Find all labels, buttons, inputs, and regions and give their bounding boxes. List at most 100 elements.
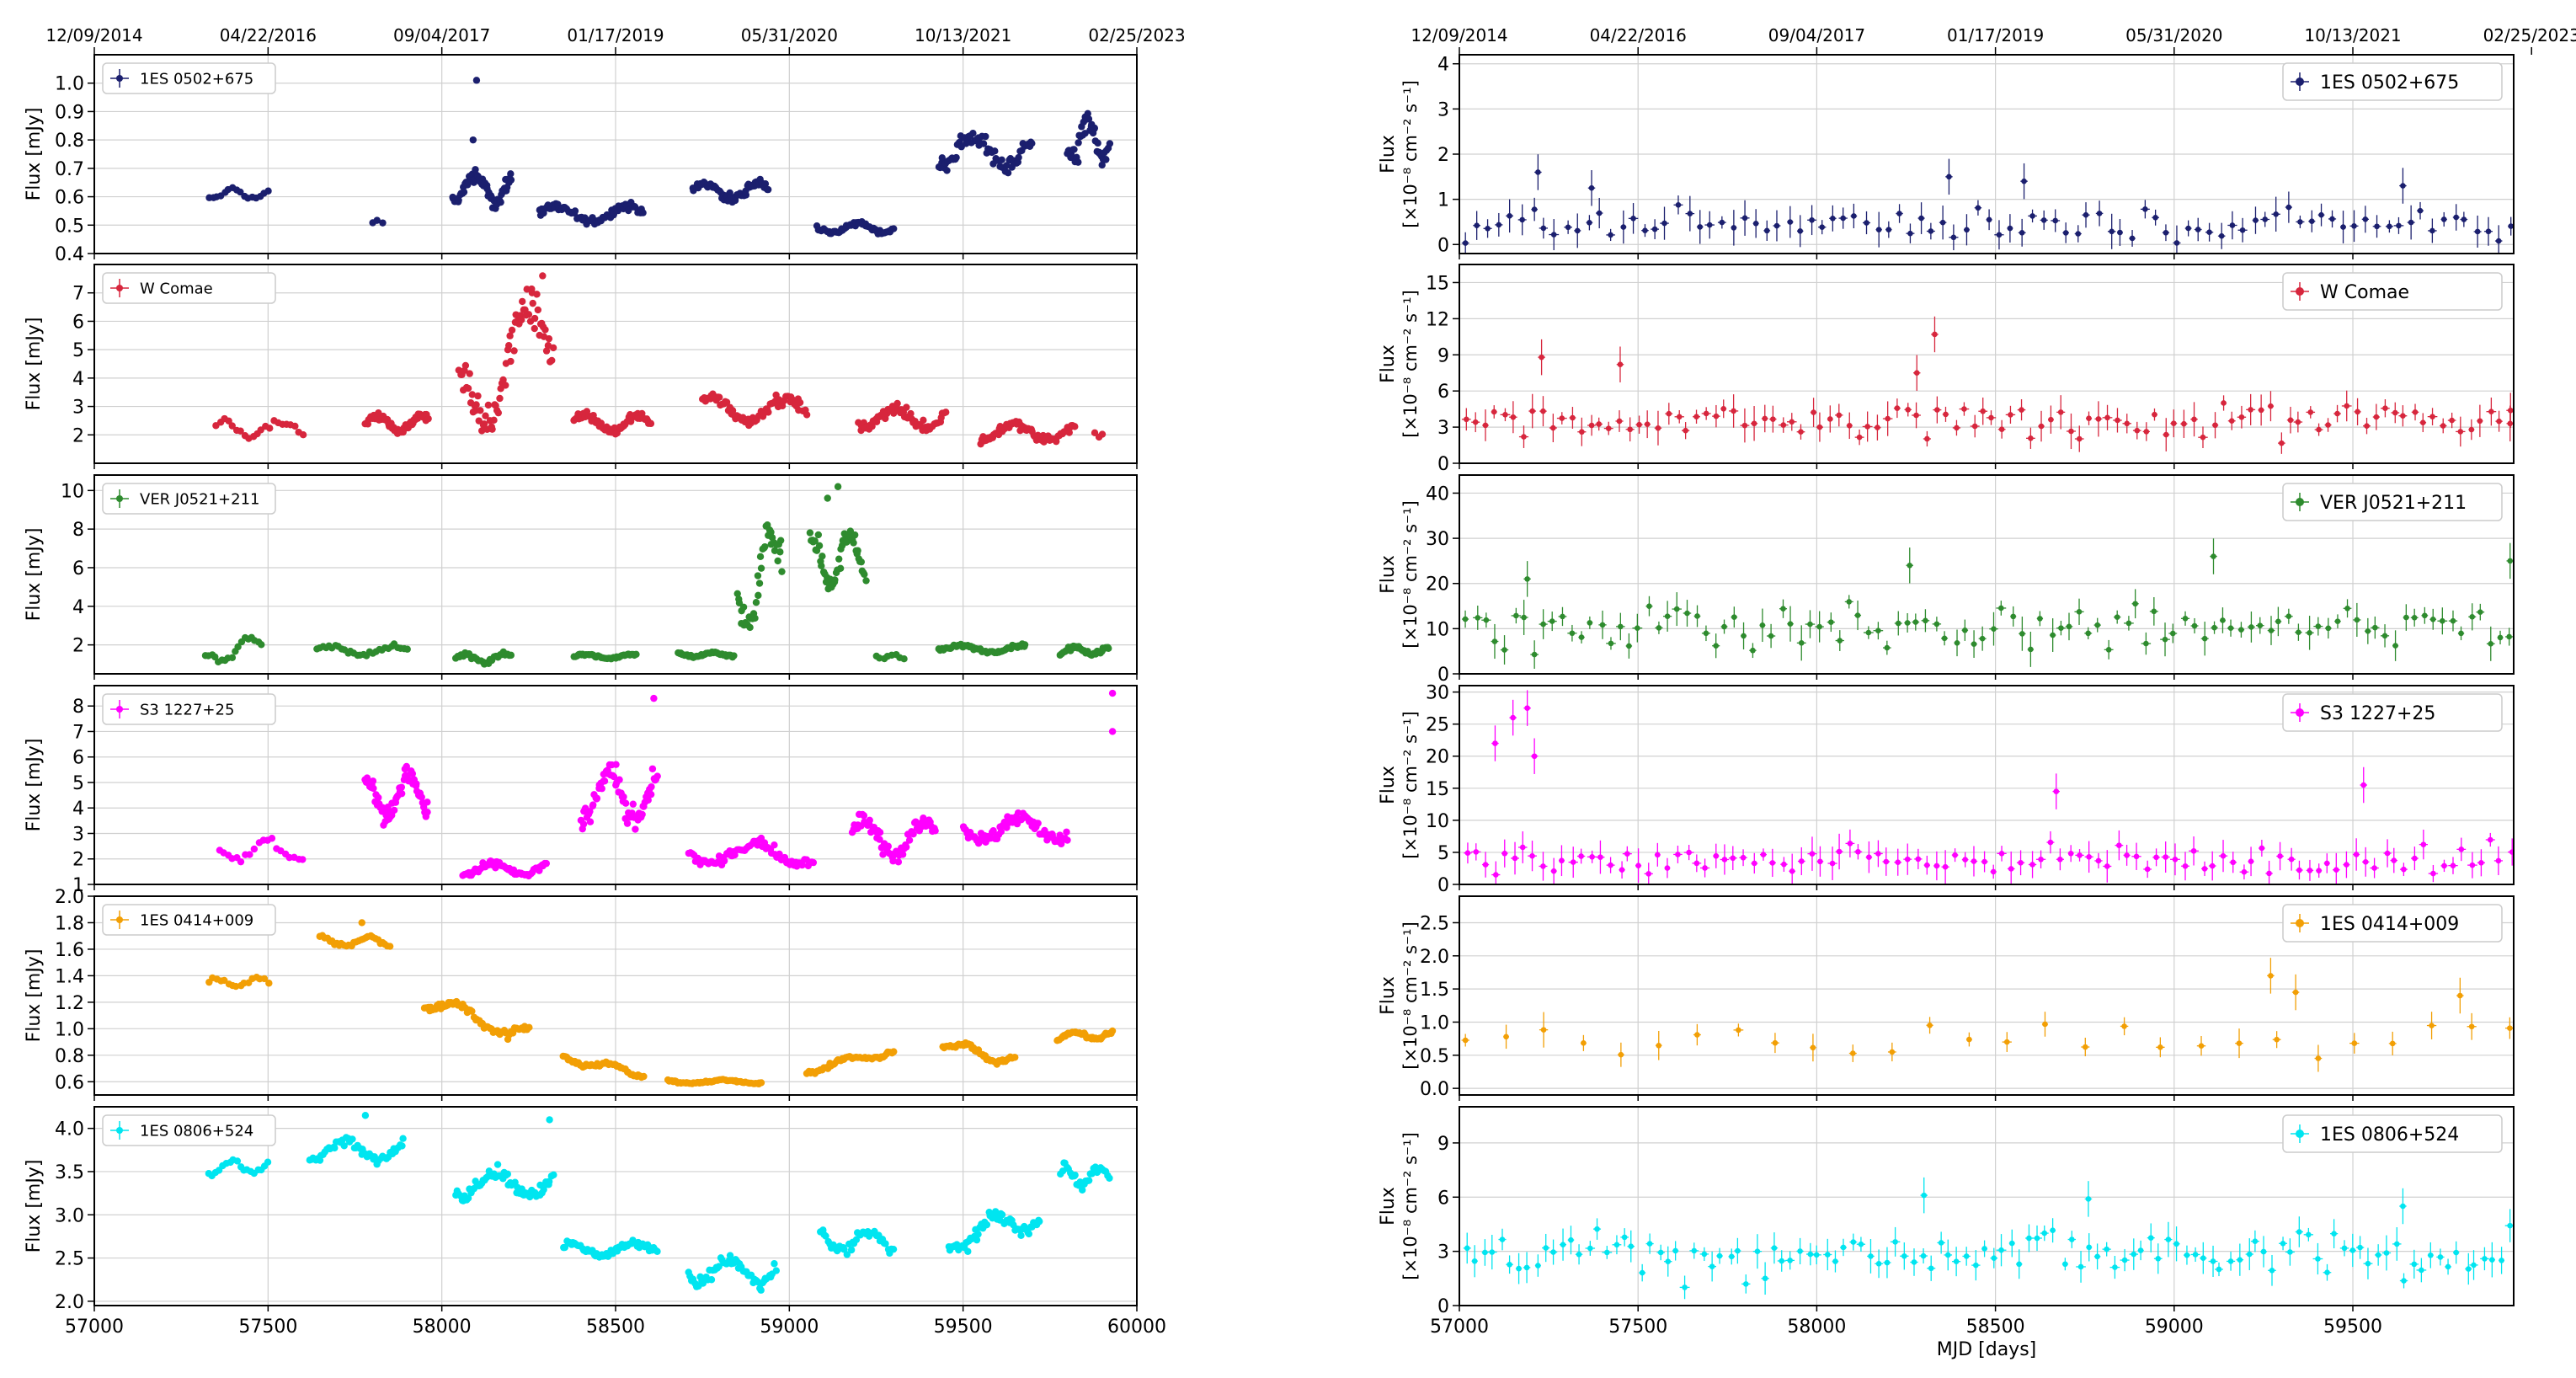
legend-label: 1ES 0502+675 bbox=[2320, 72, 2459, 93]
data-point bbox=[1515, 1252, 1523, 1285]
data-point bbox=[2456, 837, 2467, 862]
data-point bbox=[1503, 1024, 1509, 1050]
y-axis-label: Flux [mJy] bbox=[24, 528, 45, 622]
data-point bbox=[761, 180, 770, 188]
data-point bbox=[1923, 855, 1930, 875]
data-point bbox=[2161, 841, 2170, 873]
legend-box bbox=[2282, 483, 2503, 521]
top-date-label: 09/04/2017 bbox=[393, 25, 490, 45]
data-point bbox=[2237, 217, 2248, 243]
data-point bbox=[1625, 633, 1633, 659]
legend-marker bbox=[110, 1121, 129, 1140]
data-point bbox=[1989, 612, 1998, 646]
data-point bbox=[1693, 409, 1700, 424]
data-point bbox=[2200, 861, 2209, 877]
legend-label: VER J0521+211 bbox=[2320, 493, 2467, 514]
data-point bbox=[1978, 397, 1988, 425]
data-point bbox=[2007, 214, 2013, 243]
data-point bbox=[2276, 841, 2284, 871]
data-point bbox=[2259, 839, 2265, 857]
data-point bbox=[1696, 210, 1704, 244]
panel-right-6: 0 3 6 9 57000 57500 58000 58500 59000 59500 Flux [×… bbox=[1378, 1106, 2515, 1338]
data-point bbox=[1708, 1251, 1716, 1282]
top-date-label: 12/09/2014 bbox=[1411, 25, 1507, 45]
y-tick-label: 9 bbox=[1437, 1134, 1449, 1155]
data-point bbox=[2189, 836, 2199, 866]
data-point bbox=[1827, 847, 1837, 880]
legend-label: W Comae bbox=[140, 280, 213, 297]
data-point bbox=[1625, 417, 1635, 442]
data-point bbox=[1978, 626, 1987, 651]
data-point bbox=[755, 591, 762, 600]
data-point bbox=[2410, 847, 2419, 871]
data-point bbox=[424, 798, 431, 806]
data-point bbox=[2170, 409, 2178, 438]
data-point bbox=[1970, 846, 1978, 877]
data-point bbox=[2374, 1244, 2382, 1266]
data-point bbox=[517, 316, 525, 323]
data-point bbox=[2284, 608, 2293, 624]
data-point bbox=[889, 1245, 898, 1253]
data-point bbox=[2117, 219, 2123, 247]
data-point bbox=[2018, 218, 2026, 247]
data-point bbox=[589, 801, 597, 809]
data-point bbox=[1780, 857, 1788, 872]
data-point bbox=[2468, 603, 2477, 631]
data-point bbox=[2246, 393, 2256, 425]
data-point bbox=[2370, 857, 2379, 879]
data-point bbox=[1542, 1233, 1550, 1263]
data-point bbox=[1091, 124, 1098, 132]
data-point bbox=[1882, 847, 1891, 876]
data-point bbox=[903, 843, 910, 851]
data-point bbox=[1875, 1249, 1883, 1279]
data-point bbox=[1816, 412, 1823, 442]
data-point bbox=[525, 311, 533, 318]
data-point bbox=[2308, 210, 2316, 232]
data-point bbox=[1654, 410, 1662, 446]
data-point bbox=[806, 529, 814, 537]
data-point bbox=[1663, 601, 1672, 632]
data-point bbox=[1464, 842, 1472, 864]
data-point bbox=[2504, 1017, 2514, 1039]
data-point bbox=[835, 555, 843, 563]
data-point bbox=[1628, 203, 1639, 234]
data-point bbox=[809, 858, 818, 867]
legend: 1ES 0806+524 bbox=[102, 1114, 276, 1146]
data-point bbox=[228, 654, 237, 661]
data-point bbox=[1797, 215, 1804, 248]
data-point bbox=[1620, 1228, 1629, 1247]
data-point bbox=[2237, 622, 2245, 638]
data-point bbox=[237, 427, 244, 435]
data-point bbox=[2508, 216, 2514, 236]
data-point bbox=[466, 370, 473, 377]
data-point bbox=[1720, 619, 1728, 634]
data-point bbox=[2428, 218, 2437, 243]
y-tick-label: 7 bbox=[72, 284, 84, 305]
data-point bbox=[1720, 399, 1727, 419]
data-point bbox=[1034, 820, 1042, 827]
data-point bbox=[1632, 613, 1643, 643]
data-point bbox=[1098, 430, 1107, 438]
data-point bbox=[1549, 219, 1560, 251]
data-point bbox=[2296, 215, 2305, 228]
data-point bbox=[2324, 418, 2332, 432]
data-point bbox=[2084, 841, 2093, 873]
data-point bbox=[507, 170, 515, 178]
data-point bbox=[549, 344, 557, 352]
data-point bbox=[1773, 210, 1781, 242]
data-point bbox=[2198, 426, 2208, 449]
data-point bbox=[1759, 848, 1767, 861]
data-point bbox=[2480, 1247, 2489, 1271]
data-point bbox=[638, 810, 646, 819]
y-tick-label: 1 bbox=[72, 875, 84, 896]
data-point bbox=[764, 185, 772, 194]
data-point bbox=[889, 857, 897, 865]
y-tick-label: 3 bbox=[1437, 1242, 1449, 1263]
data-point bbox=[472, 166, 479, 174]
data-point bbox=[1616, 612, 1625, 641]
data-point bbox=[2066, 413, 2076, 450]
data-point bbox=[2236, 1243, 2244, 1276]
data-point bbox=[757, 564, 765, 572]
data-point bbox=[1846, 412, 1853, 440]
legend-marker bbox=[2291, 72, 2309, 91]
